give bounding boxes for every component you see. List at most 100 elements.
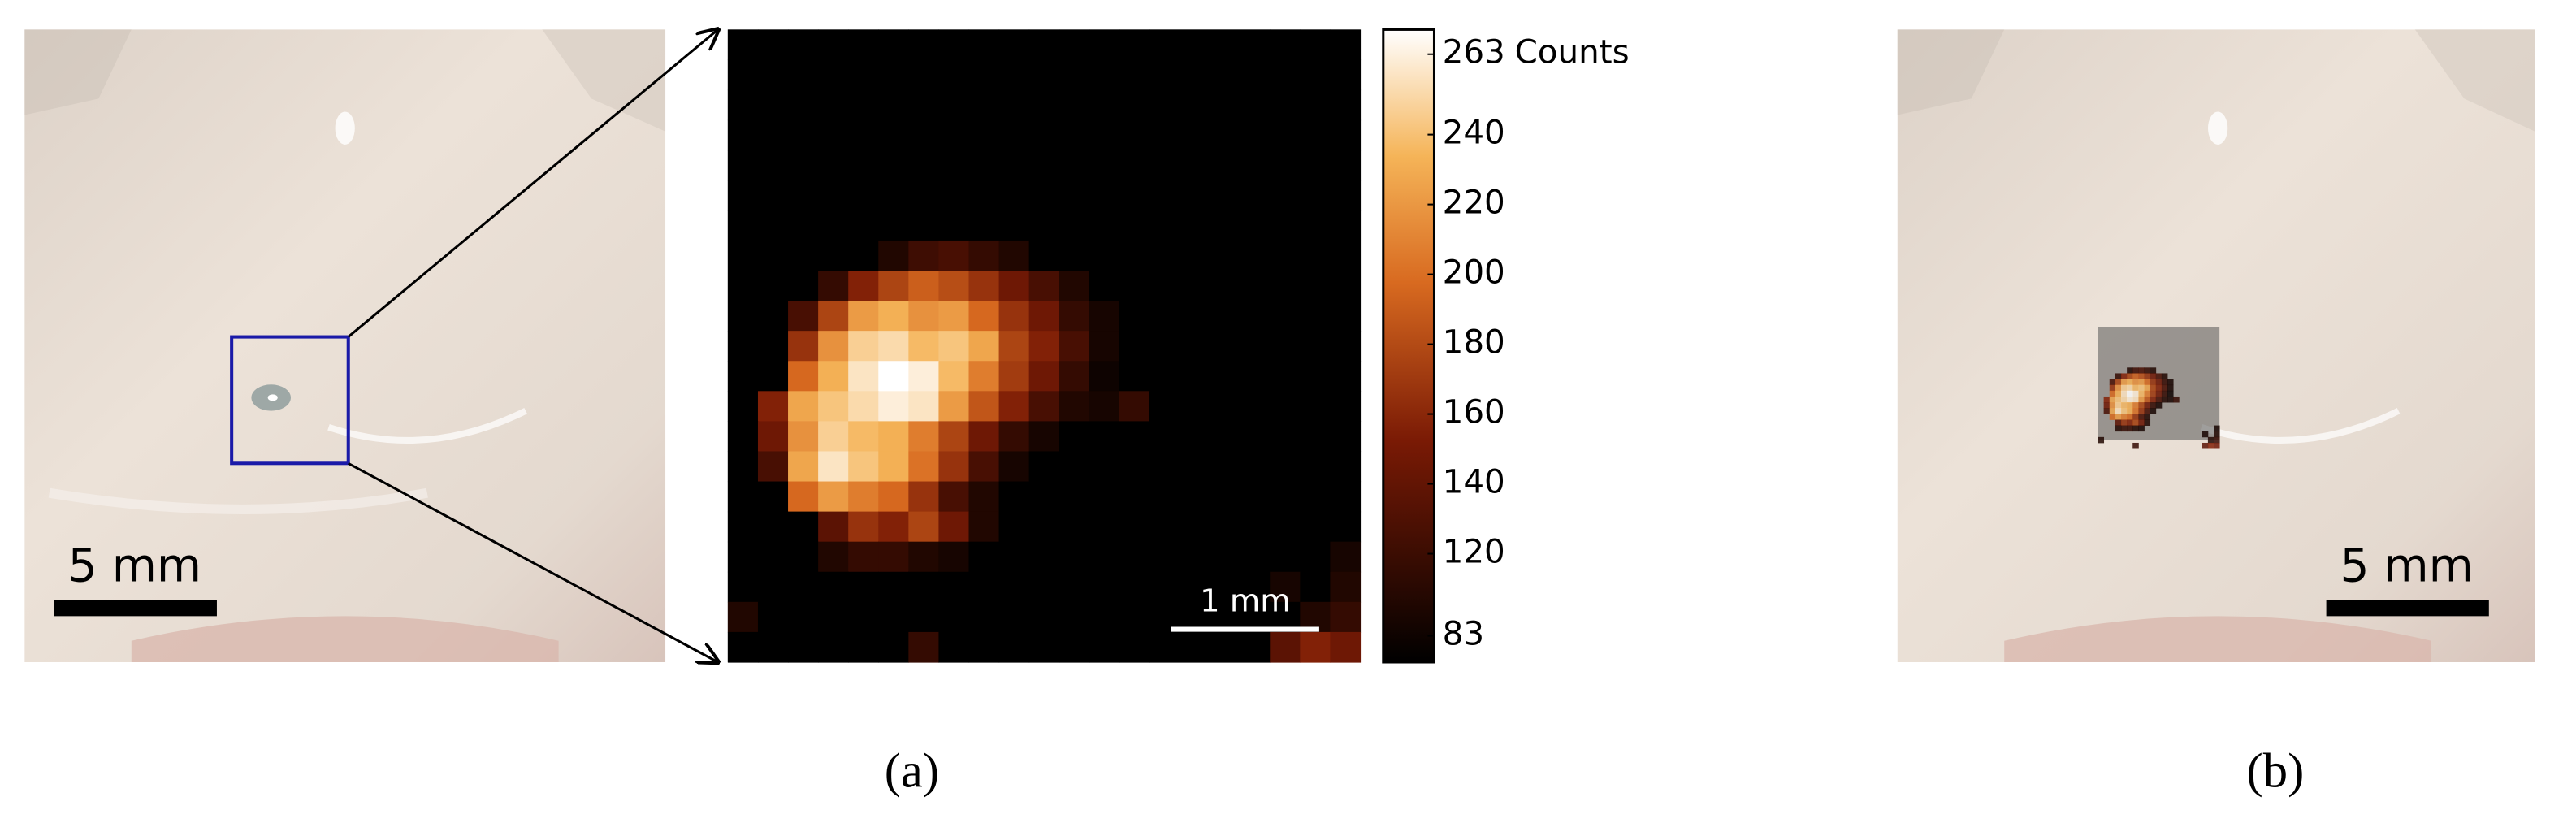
heatmap-cell: [727, 421, 759, 453]
heatmap-cell: [998, 571, 1030, 603]
heatmap-cell: [1210, 29, 1240, 61]
heatmap-cell: [788, 571, 819, 603]
heatmap-cell: [1149, 331, 1180, 362]
heatmap-cell: [998, 301, 1030, 332]
heatmap-cell: [1300, 421, 1331, 453]
heatmap-cell: [1210, 511, 1240, 543]
heatmap-cell: [1028, 29, 1060, 61]
colorbar-tick-label: 180: [1443, 323, 1505, 362]
heatmap-cell: [788, 210, 819, 241]
heatmap-cell: [1270, 210, 1301, 241]
heatmap-cell: [878, 59, 909, 91]
heatmap-cell: [1119, 481, 1150, 513]
heatmap-cell: [1210, 391, 1240, 422]
heatmap-cell: [1240, 511, 1271, 543]
heatmap-cell: [727, 451, 759, 483]
overlay-cell: [2132, 425, 2139, 432]
heatmap-cell: [998, 541, 1030, 573]
heatmap-cell: [1149, 180, 1180, 211]
overlay-cell: [2115, 379, 2122, 386]
overlay-cell: [2132, 379, 2139, 386]
heatmap-cell: [998, 601, 1030, 633]
overlay-cell: [2138, 373, 2145, 379]
heatmap-cell: [1300, 391, 1331, 422]
heatmap-cell: [938, 481, 970, 513]
heatmap-cell: [1149, 421, 1180, 453]
heatmap-cell: [878, 481, 909, 513]
colorbar-tick-label: 83: [1443, 614, 1484, 653]
heatmap-cell: [1240, 150, 1271, 181]
heatmap-cell: [727, 210, 759, 241]
heatmap-cell: [1089, 150, 1120, 181]
heatmap-cell: [1210, 421, 1240, 453]
heatmap-cell: [848, 271, 879, 301]
heatmap-cell: [1240, 301, 1271, 332]
heatmap-cell: [1149, 301, 1180, 332]
heatmap-cell: [848, 361, 879, 392]
heatmap-cell: [757, 541, 789, 573]
heatmap-cell: [938, 601, 970, 633]
overlay-cell: [2167, 379, 2174, 386]
heatmap-cell: [938, 301, 970, 332]
heatmap-cell: [1089, 481, 1120, 513]
heatmap-cell: [1180, 180, 1210, 211]
heatmap-cell: [968, 59, 1000, 91]
heatmap-cell: [1149, 451, 1180, 483]
heatmap-cell: [1180, 511, 1210, 543]
heatmap-cell: [757, 150, 789, 181]
overlay-cell: [2132, 384, 2139, 392]
heatmap-cell: [1089, 119, 1120, 151]
heatmap-cell: [908, 180, 940, 211]
heatmap-cell: [878, 421, 909, 453]
heatmap-cell: [1119, 361, 1150, 392]
heatmap-cell: [757, 451, 789, 483]
heatmap-cell: [938, 29, 970, 61]
heatmap-cell: [788, 631, 819, 663]
heatmap-cell: [1240, 451, 1271, 483]
overlay-cell: [2214, 436, 2220, 444]
heatmap-cell: [908, 29, 940, 61]
overlay-cell: [2207, 442, 2214, 449]
overlay-cell: [2138, 367, 2145, 374]
heatmap-cell: [1300, 150, 1331, 181]
heatmap-cell: [878, 541, 909, 573]
overlay-cell: [2167, 384, 2174, 392]
heatmap-cell: [1300, 481, 1331, 513]
heatmap-cell: [1028, 59, 1060, 91]
heatmap-cell: [788, 361, 819, 392]
heatmap-cell: [908, 571, 940, 603]
heatmap-cell: [968, 511, 1000, 543]
overlay-cell: [2109, 402, 2116, 409]
heatmap-cell: [998, 240, 1030, 271]
heatmap-cell: [1210, 210, 1240, 241]
heatmap-cell: [1059, 601, 1090, 633]
heatmap-cell: [908, 601, 940, 633]
overlay-cell: [2138, 402, 2145, 409]
heatmap-cell: [848, 59, 879, 91]
heatmap-cell: [788, 391, 819, 422]
overlay-cell: [2127, 419, 2133, 426]
heatmap-cell: [878, 571, 909, 603]
heatmap-cell: [1300, 119, 1331, 151]
heatmap-cell: [1028, 541, 1060, 573]
heatmap-cell: [1330, 271, 1362, 301]
heatmap-cell: [757, 89, 789, 121]
heatmap-cell: [1119, 150, 1150, 181]
colorbar-ticks: 263 240 220 200 180 160 140 120 83 Counts: [1427, 32, 1630, 653]
heatmap-cell: [968, 541, 1000, 573]
heatmap-cell: [1149, 119, 1180, 151]
heatmap-cell: [757, 240, 789, 271]
overlay-cell: [2127, 373, 2133, 379]
overlay-cell: [2155, 402, 2163, 409]
overlay-cell: [2103, 396, 2111, 403]
heatmap-cell: [1300, 541, 1331, 573]
heatmap-cell: [1240, 631, 1271, 663]
heatmap-cell: [1149, 29, 1180, 61]
heatmap-cell: [757, 511, 789, 543]
heatmap-cell: [908, 301, 940, 332]
heatmap-cell: [878, 89, 909, 121]
overlay-cell: [2167, 396, 2174, 403]
heatmap-cell: [848, 331, 879, 362]
heatmap-cell: [878, 150, 909, 181]
heatmap-cell: [1059, 180, 1090, 211]
